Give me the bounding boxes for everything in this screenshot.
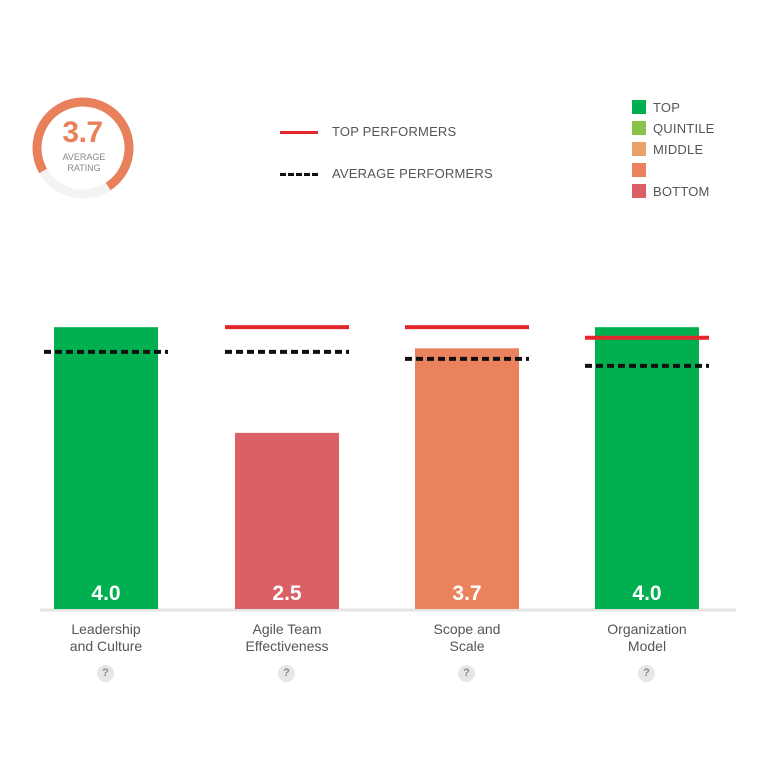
category-axis-label-line: Agile Team [252,621,322,637]
category-axis-label-line: Leadership [71,621,141,637]
category-legend-swatch [632,121,646,135]
bar-2[interactable] [415,348,519,609]
average-rating-caption: AVERAGE RATING [60,152,108,174]
category-legend: TOP QUINTILE MIDDLE BOTTOM [632,98,742,203]
category-legend-swatch [632,142,646,156]
category-legend-label: QUINTILE [653,121,715,136]
category-axis-label: Agile Team Effectiveness [212,621,362,655]
help-icon[interactable]: ? [638,665,655,682]
help-icon[interactable]: ? [278,665,295,682]
category-legend-item [632,161,742,182]
category-legend-swatch [632,184,646,198]
category-axis-label-line: and Culture [69,638,143,654]
gauge-progress-arc [32,97,134,199]
average-performers-line-swatch [280,173,318,176]
category-axis-label: Organization Model [572,621,722,655]
gauge-ring [32,97,134,199]
category-axis-label-line: Scale [449,638,485,654]
category-axis-label-line: Effectiveness [245,638,329,654]
category-legend-item: BOTTOM [632,182,742,203]
top-performers-line-swatch [280,131,318,134]
bar-3[interactable] [595,327,699,609]
bar-value-label: 2.5 [272,582,302,605]
category-legend-swatch [632,100,646,114]
category-axis-label-line: Model [627,638,667,654]
average-rating-gauge: 3.7 AVERAGE RATING [30,96,140,206]
bar-0[interactable] [54,327,158,609]
category-legend-swatch [632,163,646,177]
bar-value-label: 3.7 [452,582,481,605]
category-legend-label: BOTTOM [653,184,710,199]
help-icon[interactable]: ? [458,665,475,682]
category-legend-label: TOP [653,100,681,115]
average-rating-value: 3.7 [62,116,103,149]
category-legend-item: QUINTILE [632,119,742,140]
category-axis-label-line: Organization [607,621,687,637]
category-legend-item: TOP [632,98,742,119]
category-axis-label-line: Scope and [433,621,501,637]
bar-1[interactable] [235,432,339,609]
help-icon[interactable]: ? [97,665,114,682]
category-axis-label: Leadership and Culture [31,621,181,655]
category-legend-label: MIDDLE [653,142,704,157]
bar-value-label: 4.0 [91,582,120,605]
bar-value-label: 4.0 [632,582,661,605]
average-rating-caption-line1: AVERAGE [62,152,106,162]
average-rating-caption-line2: RATING [67,163,101,173]
average-performers-label: AVERAGE PERFORMERS [332,166,493,181]
category-axis-label: Scope and Scale [392,621,542,655]
top-performers-label: TOP PERFORMERS [332,124,457,139]
category-legend-item: MIDDLE [632,140,742,161]
